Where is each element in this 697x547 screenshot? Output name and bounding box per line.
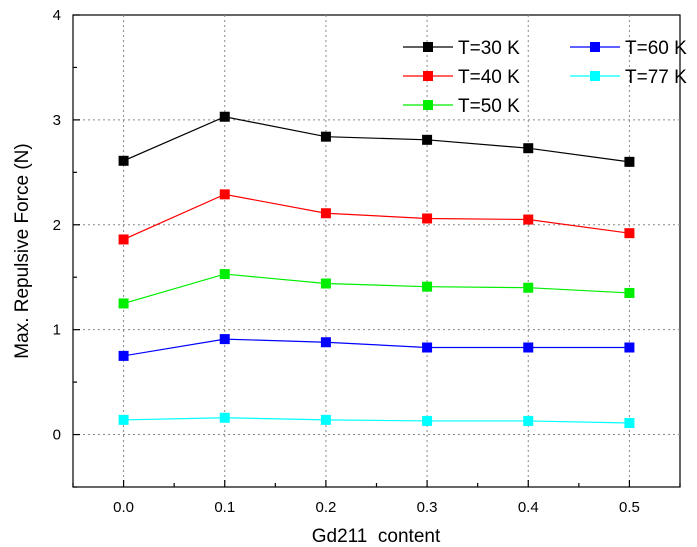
data-point bbox=[624, 156, 635, 167]
data-point bbox=[422, 213, 433, 224]
series-line bbox=[123, 273, 630, 305]
x-axis-title: Gd211 content bbox=[312, 526, 441, 547]
legend-label: T=30 K bbox=[458, 38, 520, 59]
series-line bbox=[123, 193, 630, 241]
legend-entry: T=50 K bbox=[403, 96, 520, 117]
y-axis-title: Max. Repulsive Force (N) bbox=[12, 143, 33, 358]
data-point bbox=[320, 131, 331, 142]
legend-label: T=77 K bbox=[625, 67, 687, 88]
data-point bbox=[219, 111, 230, 122]
data-point bbox=[422, 134, 433, 145]
data-point bbox=[118, 298, 129, 309]
series-group bbox=[118, 111, 635, 429]
data-point bbox=[624, 228, 635, 239]
data-point bbox=[523, 342, 534, 353]
legend-entry: T=40 K bbox=[403, 67, 520, 88]
x-tick-label: 0.0 bbox=[113, 499, 134, 516]
data-point bbox=[624, 287, 635, 298]
data-point bbox=[118, 414, 129, 425]
series-t-77-k bbox=[118, 412, 635, 429]
legend-entry: T=77 K bbox=[570, 67, 687, 88]
data-point bbox=[523, 415, 534, 426]
legend-entry: T=60 K bbox=[570, 38, 687, 59]
plot-frame bbox=[72, 14, 681, 488]
data-point bbox=[422, 281, 433, 292]
y-tick-label: 2 bbox=[53, 217, 61, 234]
legend-label: T=40 K bbox=[458, 67, 520, 88]
series-t-40-k bbox=[118, 189, 635, 245]
series-line bbox=[123, 116, 630, 163]
data-point bbox=[219, 412, 230, 423]
y-tick-label: 1 bbox=[53, 322, 61, 339]
data-point bbox=[219, 334, 230, 345]
data-point bbox=[624, 418, 635, 429]
axis-ticks bbox=[72, 14, 681, 488]
data-point bbox=[118, 155, 129, 166]
data-point bbox=[320, 414, 331, 425]
x-tick-label: 0.2 bbox=[315, 499, 336, 516]
series-t-30-k bbox=[118, 111, 635, 167]
legend-label: T=60 K bbox=[625, 38, 687, 59]
grid-lines bbox=[73, 15, 680, 487]
y-tick-label: 3 bbox=[53, 112, 61, 129]
legend-marker bbox=[423, 71, 433, 81]
data-point bbox=[422, 342, 433, 353]
data-point bbox=[422, 415, 433, 426]
legend-marker bbox=[590, 42, 600, 52]
x-tick-label: 0.5 bbox=[619, 499, 640, 516]
series-t-50-k bbox=[118, 269, 635, 309]
data-point bbox=[320, 208, 331, 219]
x-tick-label: 0.1 bbox=[214, 499, 235, 516]
legend-marker bbox=[423, 100, 433, 110]
tick-labels: 0.0 0.1 0.2 0.3 0.4 0.5 0 1 2 3 4 bbox=[53, 7, 640, 516]
data-point bbox=[219, 269, 230, 280]
data-point bbox=[320, 278, 331, 289]
data-point bbox=[118, 350, 129, 361]
legend-marker bbox=[590, 71, 600, 81]
data-point bbox=[523, 214, 534, 225]
data-point bbox=[624, 342, 635, 353]
y-tick-label: 0 bbox=[53, 427, 61, 444]
y-tick-label: 4 bbox=[53, 7, 61, 24]
legend-marker bbox=[423, 42, 433, 52]
series-line bbox=[123, 338, 630, 357]
data-point bbox=[118, 234, 129, 245]
x-tick-label: 0.3 bbox=[417, 499, 438, 516]
data-point bbox=[523, 143, 534, 154]
data-point bbox=[523, 282, 534, 293]
series-t-60-k bbox=[118, 334, 635, 361]
x-tick-label: 0.4 bbox=[518, 499, 539, 516]
data-point bbox=[320, 337, 331, 348]
legend-label: T=50 K bbox=[458, 96, 520, 117]
data-point bbox=[219, 189, 230, 200]
legend-entry: T=30 K bbox=[403, 38, 520, 59]
legend: T=30 K T=40 K T=50 K T=60 K T=77 K bbox=[403, 38, 687, 117]
series-line bbox=[123, 417, 630, 424]
